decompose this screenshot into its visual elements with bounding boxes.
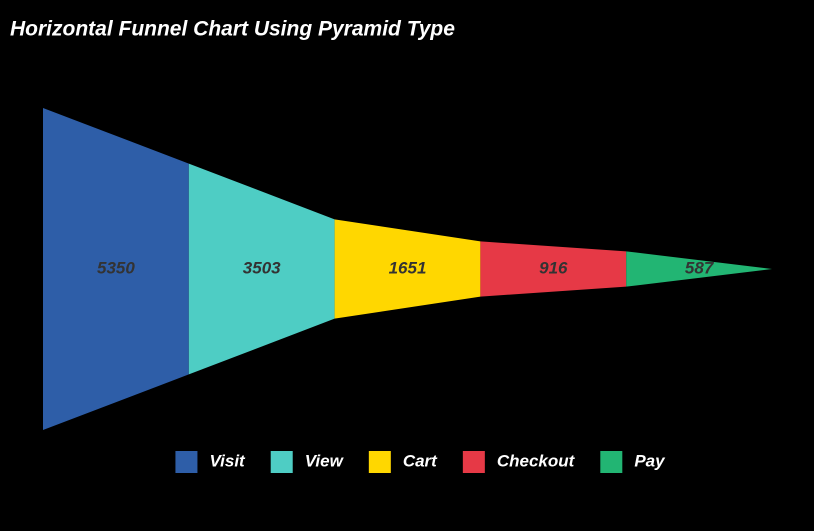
legend-label: Visit [209,451,246,470]
value-label: 916 [539,258,568,277]
funnel-segment [480,241,627,297]
legend-label: Cart [403,451,438,470]
legend-label: View [305,451,345,470]
legend-swatch [175,451,198,473]
funnel-segment [188,163,335,375]
funnel-segment [334,219,481,319]
legend-swatch [270,451,293,473]
legend-swatch [368,451,391,473]
legend-label: Checkout [497,451,576,470]
legend-swatch [462,451,485,473]
funnel-segment [626,251,772,287]
value-label: 3503 [243,258,281,277]
funnel-segment [43,108,189,430]
value-label: 1651 [389,258,427,277]
value-label: 5350 [97,258,135,277]
legend-swatch [600,451,623,473]
legend-label: Pay [634,451,666,470]
chart-title: Horizontal Funnel Chart Using Pyramid Ty… [10,18,455,41]
value-label: 587 [685,258,715,277]
